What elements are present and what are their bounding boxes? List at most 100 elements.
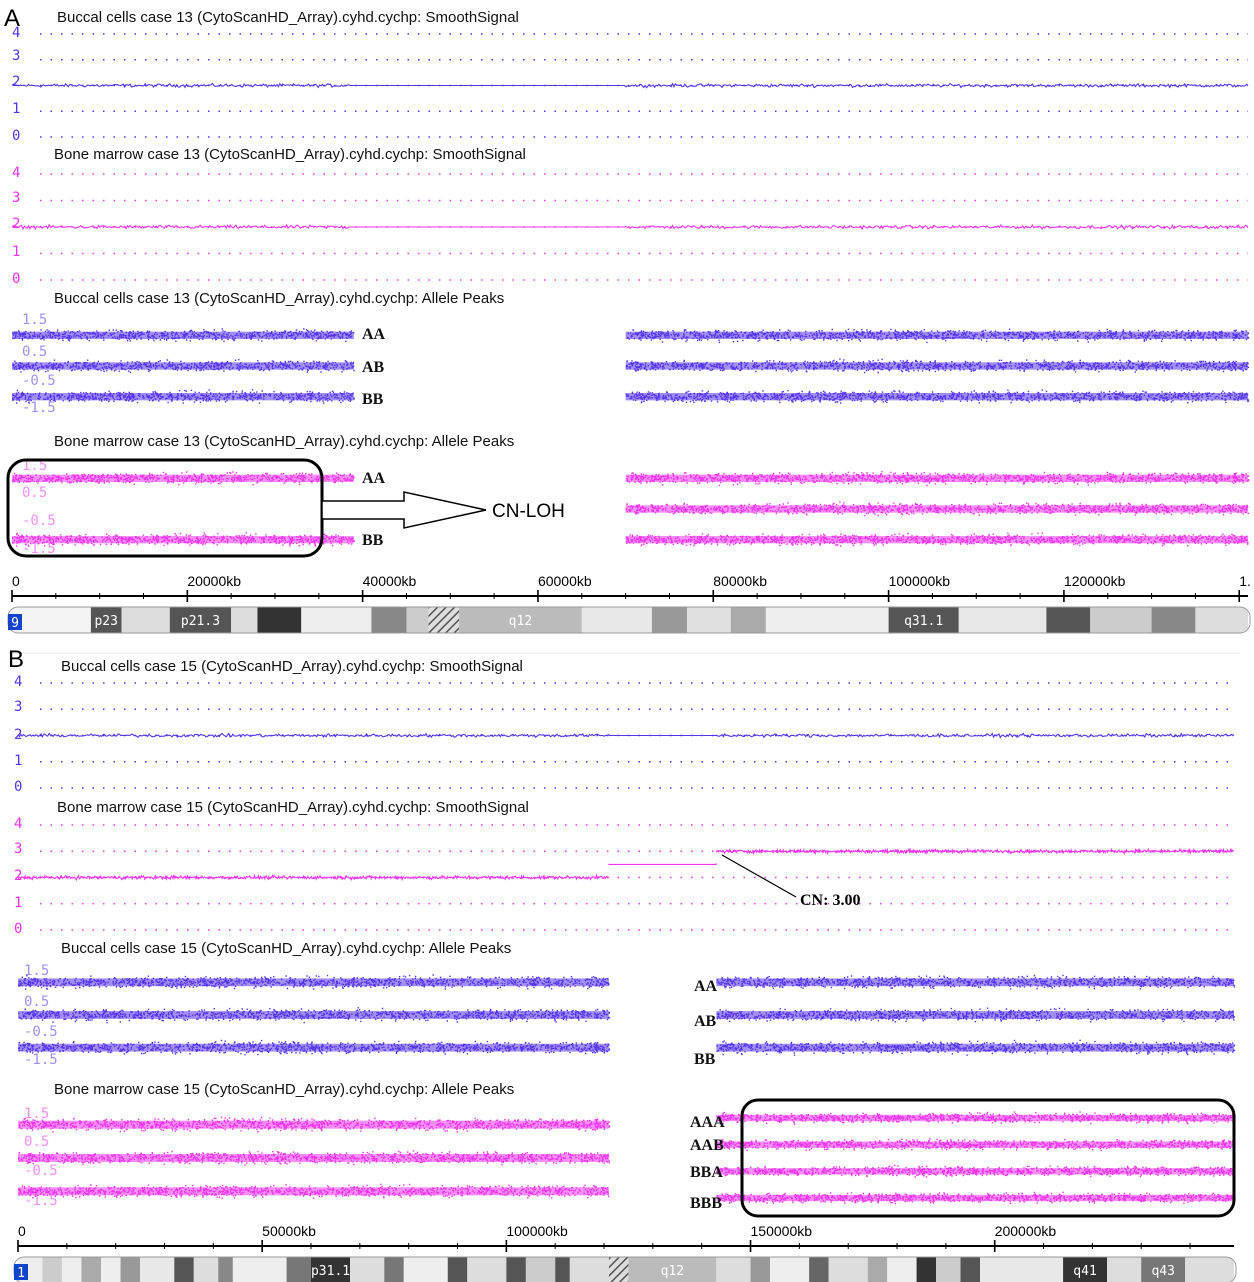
allele-band-points (12, 359, 355, 374)
ideogram-band-fill (428, 607, 460, 633)
ideogram-band-fill (384, 1257, 404, 1282)
allele-band-points (716, 974, 1236, 990)
ideogram-band-fill (120, 1257, 141, 1282)
ideogram-band-fill (61, 1257, 82, 1282)
y-tick-label: -0.5 (24, 1024, 58, 1040)
ideogram-band (218, 1257, 233, 1282)
ideogram-band-fill (174, 1257, 194, 1282)
ideogram-band (12, 607, 91, 633)
x-tick-label: 40000kb (363, 573, 417, 589)
ideogram-band-fill (467, 1257, 507, 1282)
x-tick-label: 200000kb (995, 1223, 1057, 1239)
allele-band-core (345, 474, 354, 483)
signal-plot-buccal-13 (11, 33, 1249, 138)
allele-band-points (18, 1007, 611, 1024)
allele-band (12, 532, 347, 547)
chromosome-number: 9 (11, 616, 19, 631)
ideogram-band-fill (555, 1257, 570, 1282)
ideogram-band (750, 1257, 771, 1282)
x-tick-label: 120000kb (1064, 573, 1126, 589)
ideogram-band (257, 607, 302, 633)
cn-callout-line (721, 854, 797, 898)
cn-loh-arrow (321, 491, 487, 529)
y-tick-label: 1.5 (24, 1106, 49, 1122)
ideogram-band-fill (459, 607, 582, 633)
allele-band-points (18, 1039, 611, 1056)
y-tick-label: -1.5 (24, 1052, 58, 1068)
ideogram-band-label: q41 (1073, 1264, 1096, 1279)
allele-band (625, 328, 1250, 344)
ideogram-band (301, 607, 372, 633)
ideogram-band (765, 607, 889, 633)
ideogram-band (828, 1257, 868, 1282)
allele-band (12, 471, 347, 486)
ideogram-band-fill (750, 1257, 771, 1282)
ideogram-band-fill (916, 1257, 937, 1282)
ideogram-band: q41 (1063, 1257, 1108, 1282)
ideogram-band-fill (232, 1257, 287, 1282)
ideogram-band-fill (960, 1257, 981, 1282)
allele-band (345, 535, 355, 545)
ideogram-band (140, 1257, 175, 1282)
x-axis-chr9: 0 20000kb 40000kb 60000kb 80000kb 100000kb 120… (11, 573, 1251, 602)
y-tick-label: 2 (14, 868, 22, 884)
ideogram-band (1185, 1257, 1234, 1282)
allele-band-points (18, 1116, 611, 1133)
ideogram-band (525, 1257, 556, 1282)
y-tick-label: 1.5 (24, 963, 49, 979)
ideogram-chr9: p23 p21.3 q12 q31.1 9 (7, 606, 1251, 634)
allele-band-points (716, 1111, 1236, 1125)
ideogram-band-fill (936, 1257, 961, 1282)
x-tick-label: 100000kb (506, 1223, 568, 1239)
allele-band-points (625, 358, 1250, 374)
y-tick-label: -0.5 (24, 1163, 58, 1179)
y-tick-label: 0.5 (24, 994, 49, 1010)
allele-band-points (18, 1183, 610, 1199)
genotype-label: BBA (690, 1164, 723, 1181)
ideogram-band-fill (1063, 1257, 1108, 1282)
y-tick-label: 4 (14, 816, 22, 832)
allele-band (625, 358, 1250, 374)
allele-region (12, 328, 355, 404)
ideogram-band-label: q31.1 (904, 614, 943, 629)
allele-band (18, 1150, 610, 1166)
y-tick-label: -0.5 (22, 373, 56, 389)
ideogram-band (1090, 607, 1152, 633)
allele-region (716, 974, 1236, 1056)
ideogram-band (686, 607, 731, 633)
ideogram-band (286, 1257, 312, 1282)
track-title: Bone marrow case 15 (CytoScanHD_Array).c… (54, 1081, 514, 1098)
ideogram-chr1: p31.1 q12 q41 q43 1 (13, 1256, 1237, 1282)
ideogram-band-fill (628, 1257, 717, 1282)
genotype-label: AB (362, 359, 385, 376)
allele-region (625, 328, 1250, 404)
allele-region (12, 471, 347, 547)
ideogram-band (81, 1257, 102, 1282)
allele-band (18, 1116, 611, 1133)
ideogram-band-fill (867, 1257, 888, 1282)
panel-b: B Buccal cells case 15 (CytoScanHD_Array… (8, 646, 1240, 1282)
ideogram-band (174, 1257, 194, 1282)
allele-band-points (12, 532, 347, 547)
ideogram-band (1046, 607, 1091, 633)
ideogram-band (608, 1257, 629, 1282)
ideogram-band-fill (311, 1257, 351, 1282)
ideogram-band-fill (90, 607, 122, 633)
ideogram-band-fill (770, 1257, 810, 1282)
ideogram-band (121, 607, 170, 633)
signal-plot-buccal-15 (17, 682, 1235, 789)
ideogram-band: p23 (90, 607, 122, 633)
allele-band-core (12, 392, 354, 401)
ideogram-band (716, 1257, 751, 1282)
ideogram-band-fill (888, 607, 959, 633)
y-tick-label: 3 (12, 190, 20, 206)
panel-b-letter: B (8, 646, 24, 673)
allele-y-ticks: 1.5 0.5 -0.5 -1.5 (24, 1106, 58, 1209)
y-tick-label: 3 (12, 48, 20, 64)
ideogram-band-fill (581, 607, 652, 633)
y-tick-label: 4 (12, 165, 20, 181)
y-tick-label: -0.5 (22, 513, 56, 529)
allele-y-ticks: 1.5 0.5 -0.5 -1.5 (22, 458, 56, 557)
ideogram-band (581, 607, 652, 633)
allele-band-points (18, 1150, 610, 1166)
